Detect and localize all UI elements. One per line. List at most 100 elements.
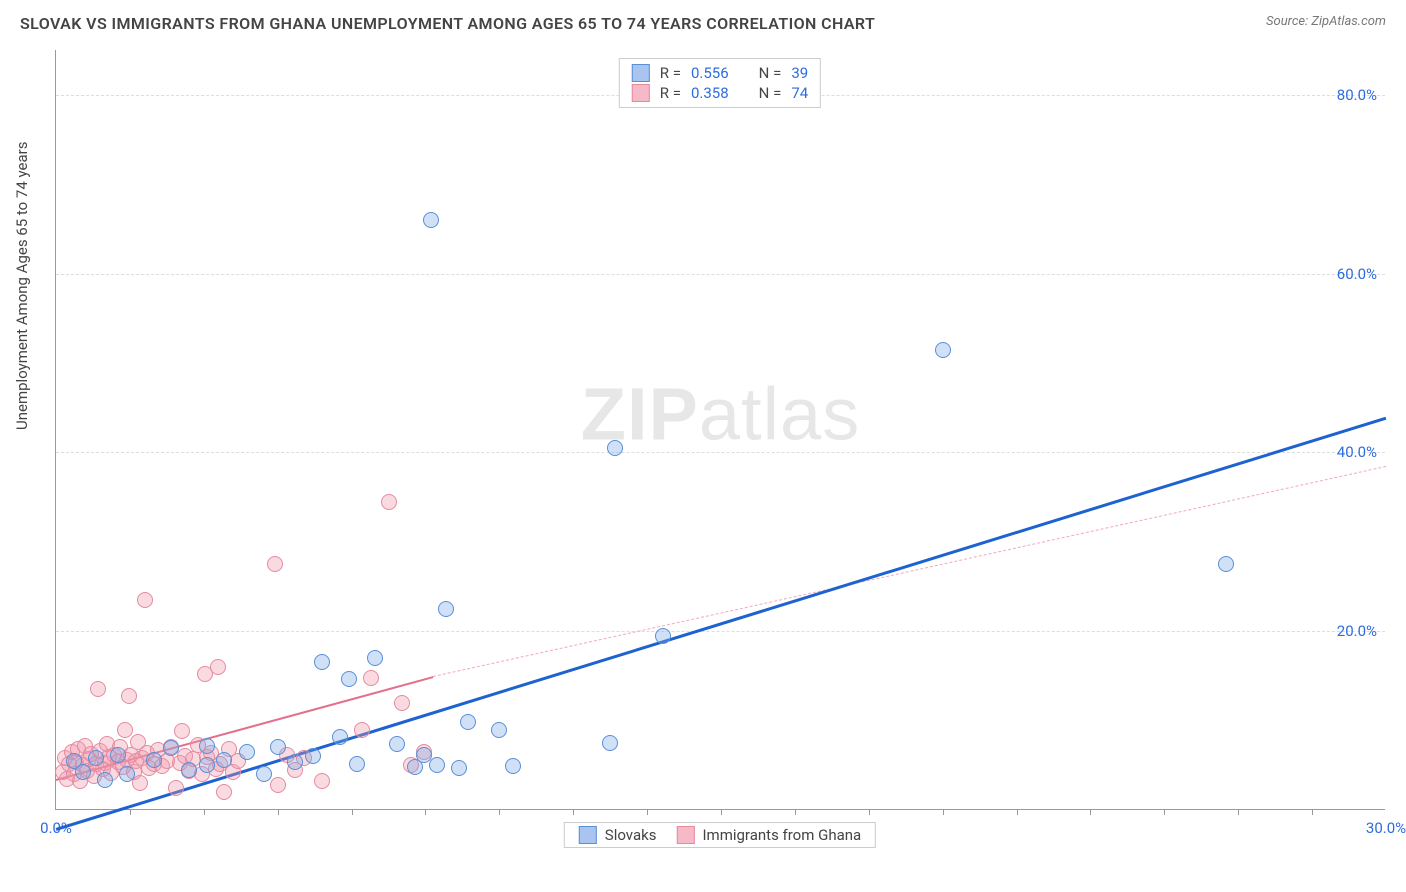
data-point	[256, 766, 272, 782]
swatch-slovaks-icon	[632, 64, 650, 82]
data-point	[110, 747, 126, 763]
data-point	[90, 681, 106, 697]
data-point	[181, 762, 197, 778]
x-tick-mark	[204, 809, 205, 815]
data-point	[168, 780, 184, 796]
y-tick-label: 80.0%	[1337, 86, 1377, 104]
data-point	[305, 748, 321, 764]
chart-area: ZIPatlas 20.0%40.0%60.0%80.0%0.0%30.0% R…	[55, 50, 1385, 810]
data-point	[655, 628, 671, 644]
data-point	[354, 722, 370, 738]
n-label: N =	[759, 84, 782, 102]
data-point	[935, 342, 951, 358]
data-point	[119, 766, 135, 782]
data-point	[367, 650, 383, 666]
data-point	[607, 440, 623, 456]
x-tick-mark	[130, 809, 131, 815]
trend-line	[433, 466, 1386, 677]
data-point	[429, 757, 445, 773]
data-point	[349, 756, 365, 772]
data-point	[314, 773, 330, 789]
plot-region: ZIPatlas 20.0%40.0%60.0%80.0%0.0%30.0%	[55, 50, 1385, 810]
data-point	[199, 738, 215, 754]
x-tick-mark	[795, 809, 796, 815]
gridline	[56, 452, 1385, 453]
gridline	[56, 274, 1385, 275]
stats-row-ghana: R = 0.358 N = 74	[632, 83, 808, 103]
data-point	[88, 750, 104, 766]
n-value-ghana: 74	[791, 84, 808, 102]
x-tick-mark	[1312, 809, 1313, 815]
data-point	[117, 722, 133, 738]
gridline	[56, 631, 1385, 632]
data-point	[75, 764, 91, 780]
data-point	[491, 722, 507, 738]
data-point	[341, 671, 357, 687]
r-value-slovaks: 0.556	[691, 64, 729, 82]
data-point	[363, 670, 379, 686]
x-tick-mark	[869, 809, 870, 815]
data-point	[216, 784, 232, 800]
x-tick-mark	[425, 809, 426, 815]
r-label: R =	[660, 64, 681, 82]
r-value-ghana: 0.358	[691, 84, 729, 102]
trend-line	[56, 417, 1387, 831]
n-label: N =	[759, 64, 782, 82]
swatch-slovaks-icon	[579, 826, 597, 844]
data-point	[137, 592, 153, 608]
x-tick-mark	[499, 809, 500, 815]
source-attribution: Source: ZipAtlas.com	[1266, 14, 1386, 29]
data-point	[146, 752, 162, 768]
correlation-stats-box: R = 0.556 N = 39 R = 0.358 N = 74	[619, 58, 821, 108]
n-value-slovaks: 39	[791, 64, 808, 82]
data-point	[389, 736, 405, 752]
x-tick-mark	[352, 809, 353, 815]
legend-item-slovaks: Slovaks	[579, 826, 657, 844]
r-label: R =	[660, 84, 681, 102]
x-tick-mark	[1164, 809, 1165, 815]
x-tick-mark	[647, 809, 648, 815]
data-point	[132, 775, 148, 791]
data-point	[270, 739, 286, 755]
data-point	[163, 740, 179, 756]
data-point	[239, 744, 255, 760]
data-point	[423, 212, 439, 228]
data-point	[1218, 556, 1234, 572]
data-point	[174, 723, 190, 739]
data-point	[394, 695, 410, 711]
x-tick-mark	[573, 809, 574, 815]
data-point	[451, 760, 467, 776]
x-tick-mark	[943, 809, 944, 815]
series-legend: Slovaks Immigrants from Ghana	[564, 822, 876, 848]
swatch-ghana-icon	[676, 826, 694, 844]
x-tick-mark	[278, 809, 279, 815]
data-point	[460, 714, 476, 730]
x-tick-mark	[1090, 809, 1091, 815]
y-tick-label: 60.0%	[1337, 265, 1377, 283]
data-point	[267, 556, 283, 572]
legend-item-ghana: Immigrants from Ghana	[676, 826, 861, 844]
swatch-ghana-icon	[632, 84, 650, 102]
y-axis-label: Unemployment Among Ages 65 to 74 years	[13, 142, 31, 430]
stats-row-slovaks: R = 0.556 N = 39	[632, 63, 808, 83]
y-tick-label: 40.0%	[1337, 443, 1377, 461]
x-tick-mark	[1017, 809, 1018, 815]
y-tick-label: 20.0%	[1337, 622, 1377, 640]
watermark: ZIPatlas	[581, 372, 860, 457]
data-point	[287, 754, 303, 770]
data-point	[602, 735, 618, 751]
legend-label: Slovaks	[605, 826, 657, 844]
x-tick-label: 30.0%	[1366, 819, 1406, 837]
chart-title: SLOVAK VS IMMIGRANTS FROM GHANA UNEMPLOY…	[20, 14, 875, 33]
legend-label: Immigrants from Ghana	[702, 826, 861, 844]
data-point	[199, 757, 215, 773]
x-tick-mark	[721, 809, 722, 815]
x-tick-mark	[1238, 809, 1239, 815]
data-point	[438, 601, 454, 617]
data-point	[314, 654, 330, 670]
data-point	[210, 659, 226, 675]
data-point	[216, 752, 232, 768]
data-point	[270, 777, 286, 793]
data-point	[332, 729, 348, 745]
data-point	[505, 758, 521, 774]
